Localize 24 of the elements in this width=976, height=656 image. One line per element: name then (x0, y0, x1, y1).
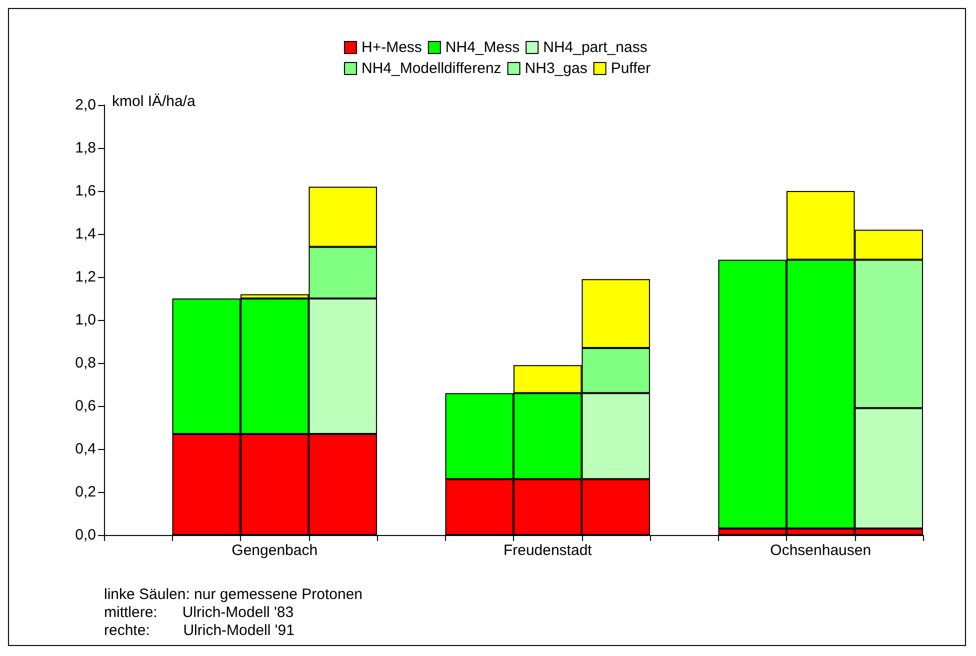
x-tick-label: Gengenbach (232, 542, 318, 559)
y-tick-label: 0,2 (75, 484, 96, 500)
y-tick-label: 1,2 (75, 268, 96, 286)
y-tick-label: 1,0 (75, 312, 96, 328)
text: rechte: Ulrich-Modell '91 (104, 622, 294, 639)
y-tick-label: 2,0 (75, 96, 96, 114)
y-tick-label: 0,4 (75, 440, 96, 458)
y-tick-label: 0,8 (75, 354, 96, 372)
y-tick-label: 0,6 (75, 398, 96, 414)
legend-label: NH3_gas (524, 60, 588, 77)
y-tick-label: 1,6 (75, 182, 96, 200)
text: linke Säulen: nur gemessene Protonen (104, 586, 363, 603)
text: mittlere: Ulrich-Modell '83 (104, 604, 294, 621)
y-tick-label: 1,4 (75, 226, 96, 242)
legend-label: Puffer (610, 60, 651, 77)
x-tick-label: Freudenstadt (503, 542, 593, 559)
legend-label: NH4_part_nass (543, 39, 648, 56)
x-tick-label: Ochsenhausen (770, 542, 872, 559)
y-tick-label: 0,0 (75, 526, 96, 544)
legend-label: H+-Mess (362, 39, 422, 56)
y-axis-title: kmol IÄ/ha/a (112, 93, 196, 110)
legend-label: NH4_Modelldifferenz (362, 60, 502, 77)
legend-label: NH4_Mess (445, 39, 520, 56)
y-tick-label: 1,8 (75, 140, 96, 156)
